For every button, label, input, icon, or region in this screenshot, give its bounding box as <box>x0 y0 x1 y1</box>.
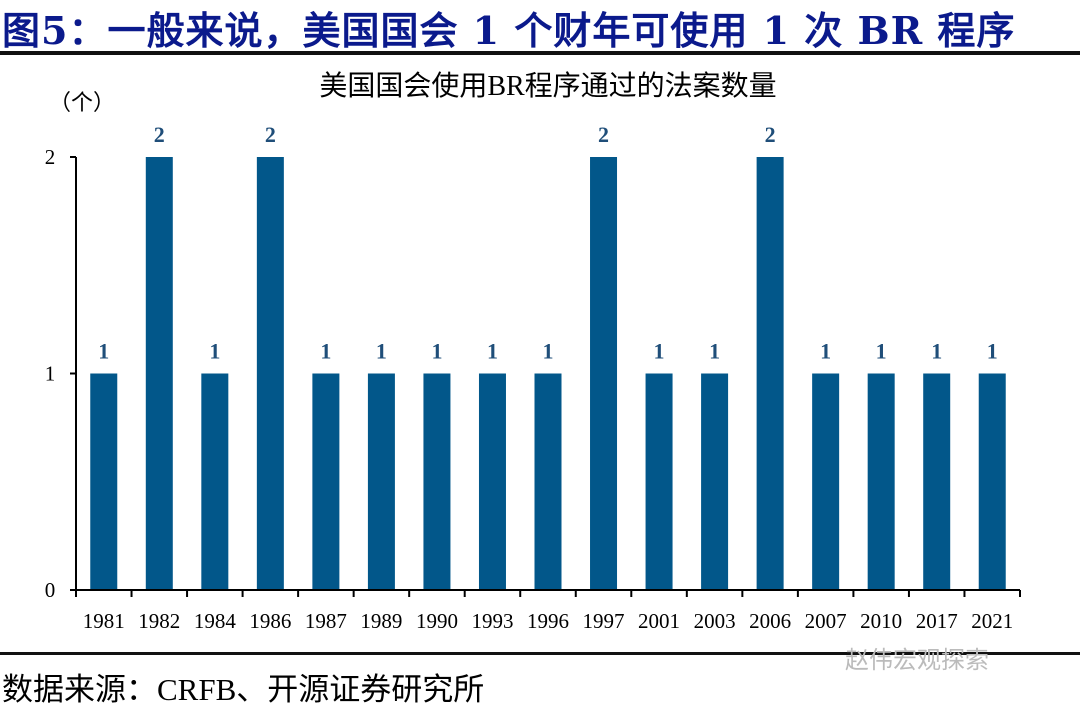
x-tick-label: 1989 <box>360 609 402 633</box>
data-label: 1 <box>543 339 554 364</box>
chart-title: 美国国会使用BR程序通过的法案数量 <box>319 70 776 102</box>
x-tick-label: 2001 <box>638 609 680 633</box>
data-label: 1 <box>431 339 442 364</box>
bar <box>367 373 395 590</box>
x-tick-label: 1981 <box>83 609 125 633</box>
bar <box>923 373 951 590</box>
data-label: 1 <box>487 339 498 364</box>
bar <box>867 373 895 590</box>
x-tick-label: 2007 <box>805 609 847 633</box>
data-label: 1 <box>209 339 220 364</box>
watermark: 赵伟宏观探索 <box>845 646 989 674</box>
x-tick-label: 1996 <box>527 609 569 633</box>
data-label: 2 <box>265 122 276 147</box>
x-tick-label: 1986 <box>249 609 291 633</box>
bar <box>90 373 118 590</box>
x-tick-label: 2003 <box>694 609 736 633</box>
top-rule <box>0 51 1080 55</box>
x-tick-label: 1982 <box>138 609 180 633</box>
source-note: 数据来源：CRFB、开源证券研究所 <box>2 672 485 707</box>
bar <box>701 373 729 590</box>
bar <box>256 157 284 590</box>
data-label: 2 <box>765 122 776 147</box>
data-label: 1 <box>654 339 665 364</box>
data-label: 1 <box>709 339 720 364</box>
data-label: 1 <box>820 339 831 364</box>
y-tick-label: 1 <box>45 362 56 386</box>
bar <box>478 373 506 590</box>
data-label: 1 <box>376 339 387 364</box>
x-tick-label: 2006 <box>749 609 791 633</box>
bar <box>756 157 784 590</box>
data-label: 1 <box>876 339 887 364</box>
x-tick-label: 1984 <box>194 609 237 633</box>
bar <box>812 373 840 590</box>
bar <box>145 157 173 590</box>
x-tick-label: 2010 <box>860 609 902 633</box>
bar <box>201 373 229 590</box>
x-tick-label: 2021 <box>971 609 1013 633</box>
x-tick-label: 1997 <box>583 609 625 633</box>
figure-title: 图5：一般来说，美国国会 1 个财年可使用 1 次 BR 程序 <box>2 8 1016 53</box>
x-tick-label: 1990 <box>416 609 458 633</box>
data-label: 2 <box>598 122 609 147</box>
data-label: 1 <box>931 339 942 364</box>
data-label: 1 <box>320 339 331 364</box>
x-tick-label: 1987 <box>305 609 347 633</box>
bar <box>534 373 562 590</box>
bar <box>645 373 673 590</box>
y-tick-label: 2 <box>45 145 56 169</box>
bar <box>423 373 451 590</box>
y-tick-label: 0 <box>45 578 56 602</box>
bar <box>978 373 1006 590</box>
data-label: 1 <box>987 339 998 364</box>
data-label: 1 <box>98 339 109 364</box>
bar <box>590 157 618 590</box>
x-tick-label: 2017 <box>916 609 958 633</box>
x-tick-label: 1993 <box>471 609 513 633</box>
y-axis-label: （个） <box>49 90 115 115</box>
bottom-rule <box>0 652 1080 655</box>
data-label: 2 <box>154 122 165 147</box>
bar <box>312 373 340 590</box>
